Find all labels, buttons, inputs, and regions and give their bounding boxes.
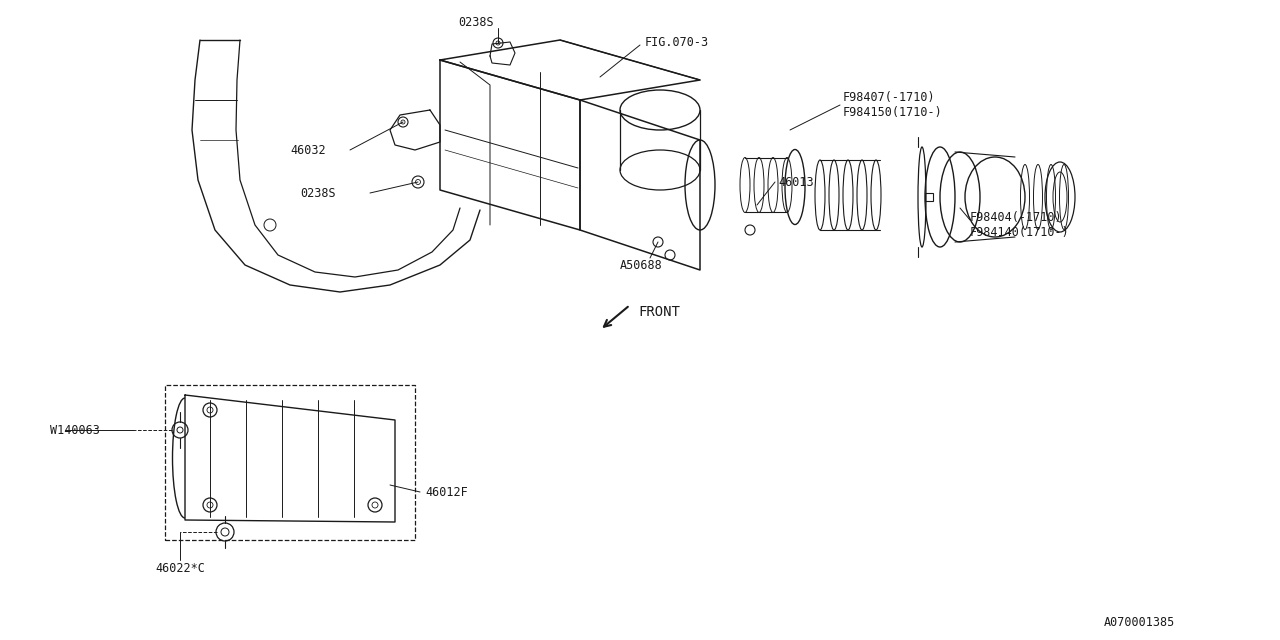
Bar [165, 385, 415, 540]
Text: 46012F: 46012F [425, 486, 467, 499]
Text: 0238S: 0238S [458, 15, 494, 29]
Text: 0238S: 0238S [300, 186, 335, 200]
Bar [925, 193, 933, 201]
Text: F98407(-1710)
F984150(1710-): F98407(-1710) F984150(1710-) [844, 91, 943, 119]
Text: 46032: 46032 [291, 143, 325, 157]
Text: A50688: A50688 [620, 259, 663, 271]
Text: W140063: W140063 [50, 424, 100, 436]
Text: A070001385: A070001385 [1103, 616, 1175, 628]
Text: FIG.070-3: FIG.070-3 [645, 35, 709, 49]
Text: 46013: 46013 [778, 175, 814, 189]
Text: 46022*C: 46022*C [155, 561, 205, 575]
Text: FRONT: FRONT [637, 305, 680, 319]
Text: F98404(-1710)
F984140(1710-): F98404(-1710) F984140(1710-) [970, 211, 1070, 239]
